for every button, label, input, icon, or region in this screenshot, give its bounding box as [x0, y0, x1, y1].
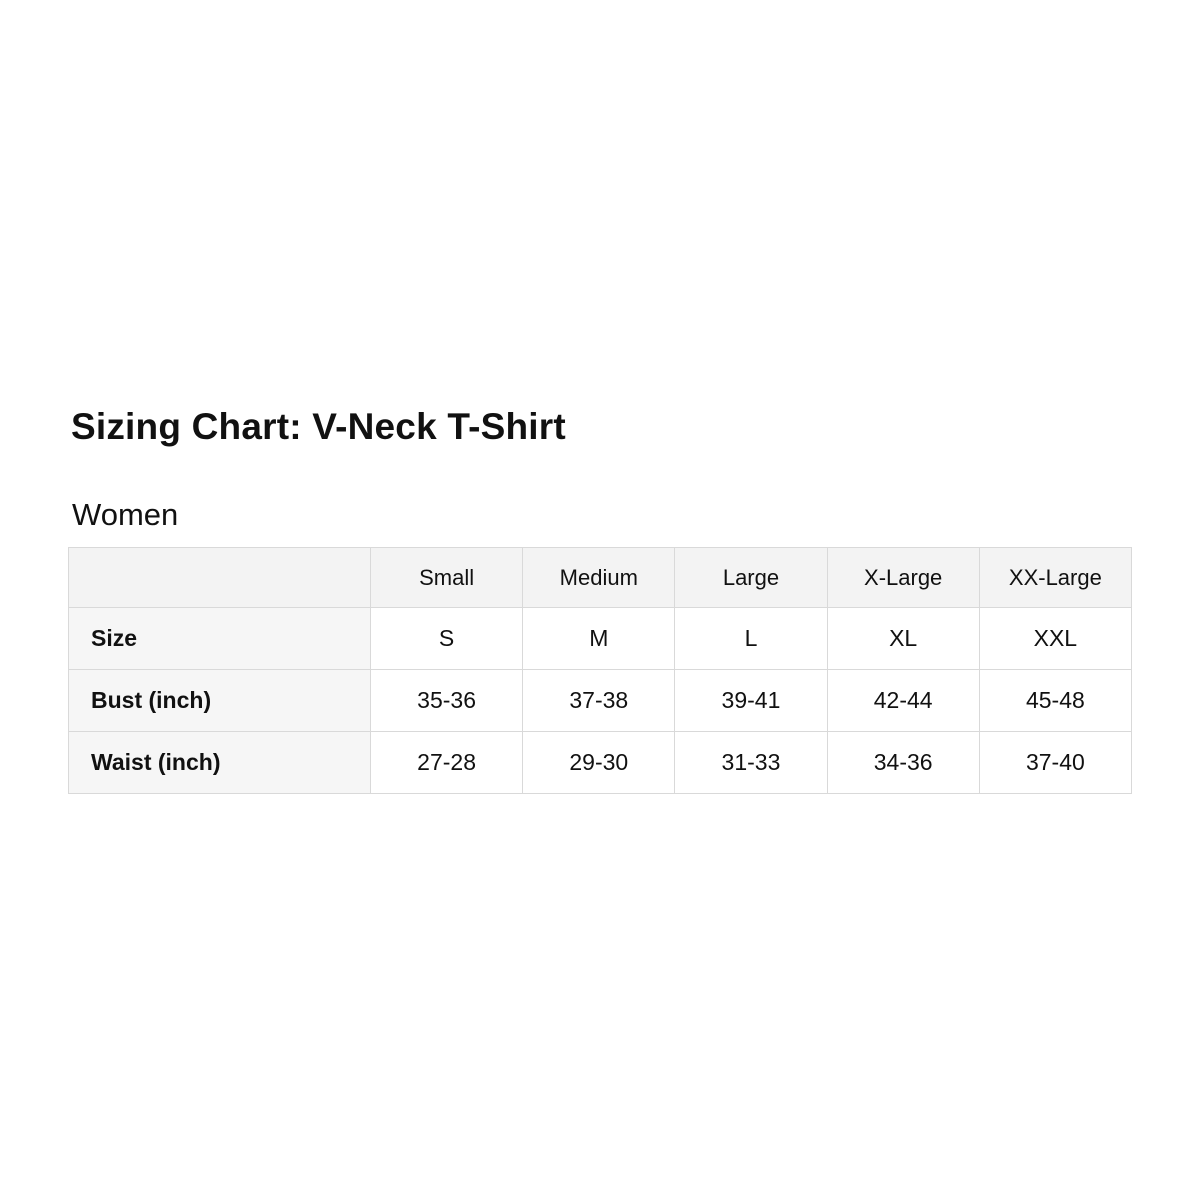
table-header: Small Medium Large X-Large XX-Large — [68, 547, 1133, 608]
page-title: Sizing Chart: V-Neck T-Shirt — [71, 406, 566, 447]
column-header-large: Large — [674, 547, 828, 608]
header-row: Small Medium Large X-Large XX-Large — [68, 547, 1133, 608]
table-cell: S — [369, 607, 524, 670]
table-row-bust-inch: Bust (inch) 35-36 37-38 39-41 42-44 45-48 — [68, 669, 1133, 732]
table-body: Size S M L XL XXL Bust (inch) 35-36 37-38 39-41 42… — [68, 607, 1133, 794]
table-cell: 39-41 — [674, 669, 828, 732]
corner-cell — [68, 547, 371, 608]
row-label-waist-inch: Waist (inch) — [68, 731, 371, 794]
column-header-xx-large: XX-Large — [978, 547, 1133, 608]
table-cell: XL — [826, 607, 980, 670]
column-header-small: Small — [369, 547, 524, 608]
table-cell: 34-36 — [826, 731, 980, 794]
table-row-size: Size S M L XL XXL — [68, 607, 1133, 670]
sizing-table: Small Medium Large X-Large XX-Large Size S M L X… — [68, 547, 1133, 794]
row-label-bust-inch: Bust (inch) — [68, 669, 371, 732]
table-cell: 29-30 — [522, 731, 676, 794]
table-cell: 42-44 — [826, 669, 980, 732]
table-cell: 31-33 — [674, 731, 828, 794]
table-cell: 35-36 — [369, 669, 524, 732]
row-label-size: Size — [68, 607, 371, 670]
table-cell: M — [522, 607, 676, 670]
table-cell: 45-48 — [978, 669, 1133, 732]
column-header-medium: Medium — [522, 547, 676, 608]
table-cell: 37-38 — [522, 669, 676, 732]
section-heading-women: Women — [72, 497, 179, 532]
table-row-waist-inch: Waist (inch) 27-28 29-30 31-33 34-36 37-40 — [68, 731, 1133, 794]
column-header-x-large: X-Large — [826, 547, 980, 608]
table-cell: 27-28 — [369, 731, 524, 794]
table-cell: 37-40 — [978, 731, 1133, 794]
table-cell: XXL — [978, 607, 1133, 670]
table-cell: L — [674, 607, 828, 670]
